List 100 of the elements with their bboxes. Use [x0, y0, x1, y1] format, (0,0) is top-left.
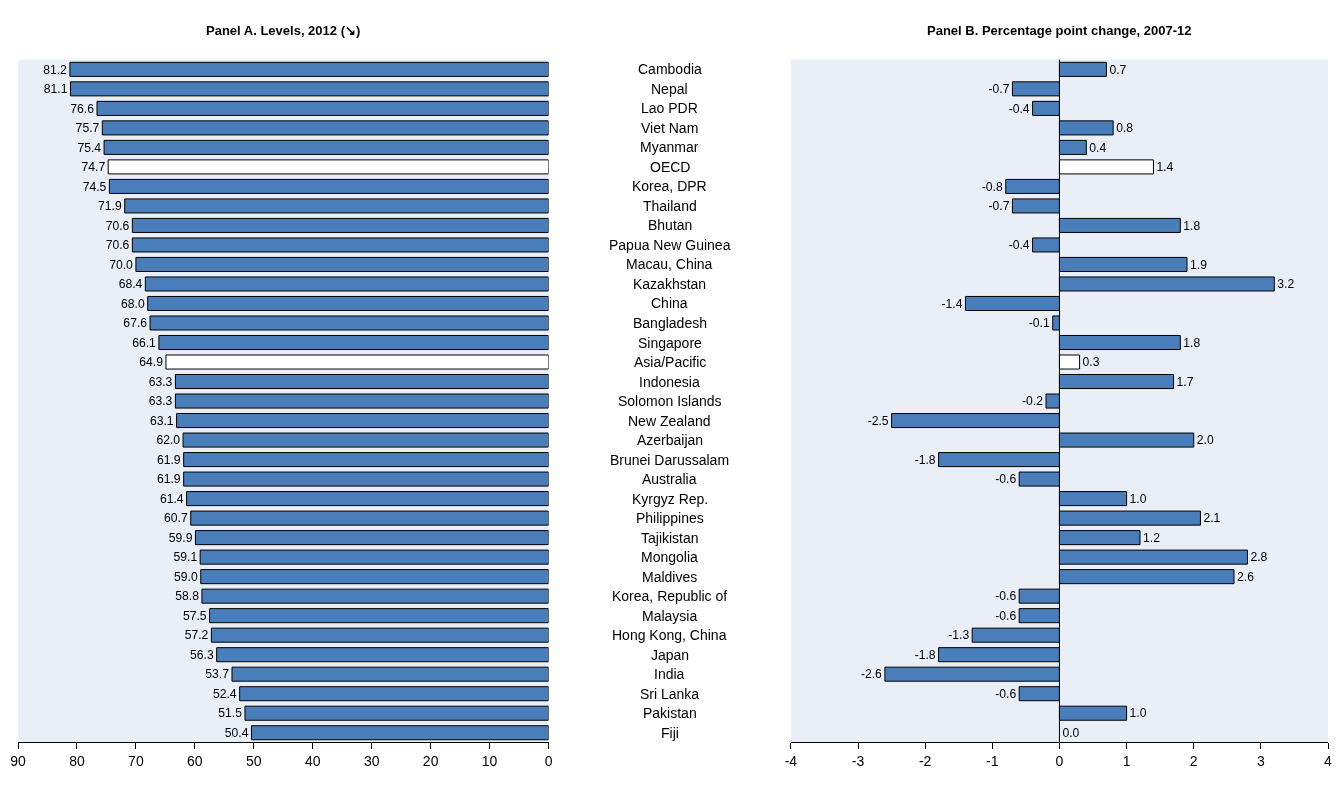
x-tick-label: 0	[1055, 753, 1064, 770]
data-label: -0.6	[995, 589, 1017, 604]
x-tick-label: 4	[1324, 753, 1333, 770]
y-tick-label: Australia	[642, 471, 697, 487]
x-tick-label: -1	[986, 753, 999, 770]
data-label: -0.4	[1008, 101, 1030, 116]
data-label: 0.4	[1089, 140, 1107, 155]
data-label: -0.7	[988, 199, 1010, 214]
data-label: 75.7	[75, 121, 100, 136]
data-label: 68.4	[118, 277, 143, 292]
data-label: 63.3	[148, 374, 173, 389]
data-label: 59.0	[174, 569, 198, 584]
data-label: 74.5	[82, 179, 107, 194]
data-label: -0.7	[988, 82, 1010, 97]
y-tick-label: Kyrgyz Rep.	[632, 491, 709, 507]
data-label: 52.4	[212, 686, 237, 701]
data-label: 0.3	[1082, 355, 1100, 370]
y-tick-label: Lao PDR	[641, 100, 698, 116]
y-tick-label: Solomon Islands	[618, 393, 722, 409]
chart-title: Panel B. Percentage point change, 2007-12	[927, 23, 1192, 38]
x-tick-label: 70	[128, 753, 144, 770]
y-tick-label: Korea, DPR	[632, 178, 707, 194]
data-label: 1.7	[1176, 374, 1194, 389]
data-label: 62.0	[156, 433, 181, 448]
y-tick-label: Malaysia	[642, 608, 698, 624]
x-tick-label: 30	[363, 753, 380, 770]
data-label: 3.2	[1277, 277, 1295, 292]
data-label: 60.7	[164, 511, 188, 526]
y-tick-label: Korea, Republic of	[612, 588, 728, 604]
x-tick-label: 1	[1122, 753, 1131, 770]
data-label: 76.6	[70, 101, 95, 116]
x-tick-label: 90	[10, 753, 26, 770]
y-tick-label: Tajikistan	[641, 530, 699, 546]
x-tick-label: 80	[69, 753, 85, 770]
data-label: 1.8	[1183, 335, 1201, 350]
data-label: 66.1	[132, 335, 157, 350]
data-label: -1.8	[914, 452, 936, 467]
y-tick-label: OECD	[650, 159, 691, 175]
y-tick-label: Asia/Pacific	[634, 354, 707, 370]
data-label: 81.2	[43, 62, 68, 77]
data-label: 2.1	[1203, 511, 1221, 526]
data-label: 61.9	[156, 452, 181, 467]
data-label: -1.8	[914, 647, 936, 662]
data-label: 67.6	[123, 316, 148, 331]
x-tick-label: 3	[1256, 753, 1265, 770]
data-label: 2.6	[1237, 569, 1255, 584]
data-label: 74.7	[81, 160, 106, 175]
data-label: 1.2	[1143, 530, 1161, 545]
data-label: 1.9	[1190, 257, 1208, 272]
y-tick-label: Cambodia	[638, 61, 703, 77]
y-tick-label: Singapore	[638, 335, 703, 351]
y-tick-label: Bhutan	[648, 217, 693, 233]
x-tick-label: -4	[784, 753, 798, 770]
data-label: 70.6	[105, 238, 130, 253]
y-tick-label: Azerbaijan	[637, 432, 704, 448]
y-tick-label: Philippines	[636, 510, 704, 526]
data-label: 59.9	[168, 530, 193, 545]
x-tick-label: 2	[1189, 753, 1198, 770]
y-tick-label: Brunei Darussalam	[610, 452, 730, 468]
data-label: -1.4	[941, 296, 963, 311]
data-label: -0.8	[981, 179, 1003, 194]
data-label: -0.1	[1028, 316, 1050, 331]
data-label: 61.9	[156, 472, 181, 487]
x-tick-label: 10	[481, 753, 498, 770]
y-tick-label: Papua New Guinea	[609, 237, 731, 253]
y-tick-label: Thailand	[643, 198, 697, 214]
data-label: 70.0	[109, 257, 134, 272]
data-label: 51.5	[218, 706, 243, 721]
data-label: -0.4	[1008, 238, 1030, 253]
data-label: 1.0	[1129, 706, 1147, 721]
data-label: 0.0	[1062, 725, 1080, 740]
data-label: 71.9	[98, 199, 122, 214]
y-tick-label: Fiji	[661, 725, 679, 741]
data-label: -0.6	[995, 608, 1017, 623]
y-tick-label: India	[654, 666, 685, 682]
data-label: 2.0	[1196, 433, 1214, 448]
data-label: 70.6	[105, 218, 130, 233]
y-tick-label: Viet Nam	[641, 120, 699, 136]
y-tick-label: Bangladesh	[633, 315, 707, 331]
data-label: 63.3	[148, 394, 173, 409]
data-label: 81.1	[43, 82, 68, 97]
y-tick-label: Maldives	[642, 569, 698, 585]
data-label: 64.9	[139, 355, 164, 370]
data-label: 1.0	[1129, 491, 1147, 506]
data-label: 0.8	[1116, 121, 1134, 136]
y-tick-label: China	[651, 295, 688, 311]
data-label: 58.8	[175, 589, 200, 604]
x-tick-label: 40	[304, 753, 321, 770]
data-label: 63.1	[149, 413, 174, 428]
data-label: -1.3	[948, 628, 970, 643]
data-label: 0.7	[1109, 62, 1127, 77]
x-tick-label: -3	[851, 753, 865, 770]
y-tick-label: Pakistan	[643, 705, 697, 721]
data-label: -0.6	[995, 686, 1017, 701]
data-label: 2.8	[1250, 550, 1268, 565]
y-tick-label: Hong Kong, China	[612, 627, 727, 643]
chart-title: Panel A. Levels, 2012 (↘)	[206, 23, 361, 38]
data-label: 61.4	[159, 491, 184, 506]
data-label: 50.4	[224, 725, 249, 740]
data-label: 1.4	[1156, 160, 1174, 175]
